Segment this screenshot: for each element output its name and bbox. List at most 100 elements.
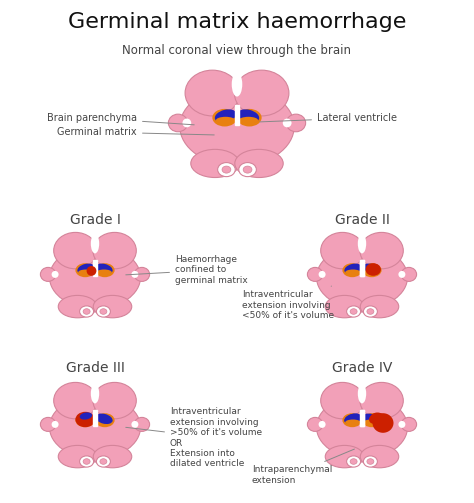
Ellipse shape bbox=[87, 266, 96, 276]
Ellipse shape bbox=[358, 384, 366, 403]
Ellipse shape bbox=[360, 445, 399, 468]
Ellipse shape bbox=[93, 445, 132, 468]
Ellipse shape bbox=[399, 271, 405, 278]
Ellipse shape bbox=[58, 295, 97, 318]
Ellipse shape bbox=[49, 396, 140, 459]
Ellipse shape bbox=[216, 117, 235, 124]
Ellipse shape bbox=[96, 270, 112, 275]
Ellipse shape bbox=[360, 295, 399, 318]
Ellipse shape bbox=[364, 270, 379, 275]
Ellipse shape bbox=[52, 271, 59, 278]
Text: Intraparenchymal
extension: Intraparenchymal extension bbox=[252, 449, 355, 485]
Text: Grade I: Grade I bbox=[70, 213, 120, 227]
Ellipse shape bbox=[96, 456, 110, 467]
Ellipse shape bbox=[83, 309, 90, 314]
Ellipse shape bbox=[345, 420, 361, 425]
Ellipse shape bbox=[370, 412, 384, 423]
Ellipse shape bbox=[75, 263, 95, 277]
Bar bbox=[93, 261, 97, 276]
Ellipse shape bbox=[360, 382, 403, 419]
Ellipse shape bbox=[83, 459, 90, 464]
Ellipse shape bbox=[95, 263, 115, 277]
Ellipse shape bbox=[364, 306, 377, 317]
Ellipse shape bbox=[239, 162, 256, 177]
Text: Grade II: Grade II bbox=[335, 213, 390, 227]
Ellipse shape bbox=[321, 382, 364, 419]
Ellipse shape bbox=[365, 263, 381, 276]
Ellipse shape bbox=[96, 264, 113, 274]
Ellipse shape bbox=[346, 306, 361, 317]
Ellipse shape bbox=[367, 309, 374, 314]
Bar bbox=[360, 261, 364, 276]
Ellipse shape bbox=[350, 459, 357, 464]
Text: Lateral ventricle: Lateral ventricle bbox=[260, 113, 397, 123]
Ellipse shape bbox=[40, 417, 56, 432]
Ellipse shape bbox=[369, 415, 377, 424]
Text: Intraventricular
extension involving
>50% of it's volume
OR
Extension into
dilat: Intraventricular extension involving >50… bbox=[126, 407, 262, 468]
Ellipse shape bbox=[54, 232, 97, 269]
Ellipse shape bbox=[215, 109, 237, 123]
Ellipse shape bbox=[342, 263, 362, 277]
Text: Grade IV: Grade IV bbox=[332, 361, 392, 375]
Ellipse shape bbox=[91, 384, 99, 403]
Ellipse shape bbox=[319, 421, 326, 428]
Ellipse shape bbox=[243, 166, 252, 173]
Ellipse shape bbox=[363, 413, 380, 424]
Ellipse shape bbox=[52, 421, 59, 428]
Text: Haemorrhage
confined to
germinal matrix: Haemorrhage confined to germinal matrix bbox=[126, 255, 248, 285]
Ellipse shape bbox=[218, 162, 235, 177]
Ellipse shape bbox=[96, 306, 110, 317]
Ellipse shape bbox=[373, 413, 393, 433]
Ellipse shape bbox=[358, 234, 366, 254]
Ellipse shape bbox=[168, 114, 188, 132]
Ellipse shape bbox=[308, 268, 323, 281]
Ellipse shape bbox=[319, 271, 326, 278]
Ellipse shape bbox=[134, 417, 150, 432]
Bar bbox=[360, 410, 364, 426]
Ellipse shape bbox=[342, 413, 362, 427]
Ellipse shape bbox=[344, 413, 362, 424]
Ellipse shape bbox=[91, 234, 99, 254]
Text: Germinal matrix haemorrhage: Germinal matrix haemorrhage bbox=[68, 12, 406, 32]
Ellipse shape bbox=[286, 114, 306, 132]
Ellipse shape bbox=[237, 109, 259, 123]
Ellipse shape bbox=[362, 263, 382, 277]
Bar bbox=[360, 261, 364, 276]
Ellipse shape bbox=[131, 271, 138, 278]
Ellipse shape bbox=[182, 119, 191, 127]
Ellipse shape bbox=[367, 459, 374, 464]
Text: Normal coronal view through the brain: Normal coronal view through the brain bbox=[122, 43, 352, 56]
Bar bbox=[235, 105, 239, 125]
Ellipse shape bbox=[362, 413, 382, 427]
Ellipse shape bbox=[93, 232, 137, 269]
Ellipse shape bbox=[399, 421, 405, 428]
Ellipse shape bbox=[180, 87, 294, 166]
Ellipse shape bbox=[222, 166, 231, 173]
Ellipse shape bbox=[191, 149, 239, 178]
Ellipse shape bbox=[40, 268, 56, 281]
Ellipse shape bbox=[100, 459, 107, 464]
Ellipse shape bbox=[364, 456, 377, 467]
Ellipse shape bbox=[237, 109, 262, 126]
Ellipse shape bbox=[77, 264, 94, 274]
Ellipse shape bbox=[344, 264, 362, 274]
Ellipse shape bbox=[96, 413, 113, 424]
Ellipse shape bbox=[239, 117, 258, 124]
Bar bbox=[360, 410, 364, 426]
Ellipse shape bbox=[346, 456, 361, 467]
Ellipse shape bbox=[325, 445, 364, 468]
Ellipse shape bbox=[131, 421, 138, 428]
Ellipse shape bbox=[344, 413, 362, 424]
Ellipse shape bbox=[234, 70, 289, 116]
Ellipse shape bbox=[54, 382, 97, 419]
Ellipse shape bbox=[283, 119, 292, 127]
Ellipse shape bbox=[80, 412, 92, 420]
Ellipse shape bbox=[308, 417, 323, 432]
Bar bbox=[93, 410, 97, 426]
Ellipse shape bbox=[401, 417, 417, 432]
Ellipse shape bbox=[317, 245, 408, 309]
Ellipse shape bbox=[401, 268, 417, 281]
Ellipse shape bbox=[317, 396, 408, 459]
Ellipse shape bbox=[350, 309, 357, 314]
Text: Brain parenchyma: Brain parenchyma bbox=[47, 113, 194, 125]
